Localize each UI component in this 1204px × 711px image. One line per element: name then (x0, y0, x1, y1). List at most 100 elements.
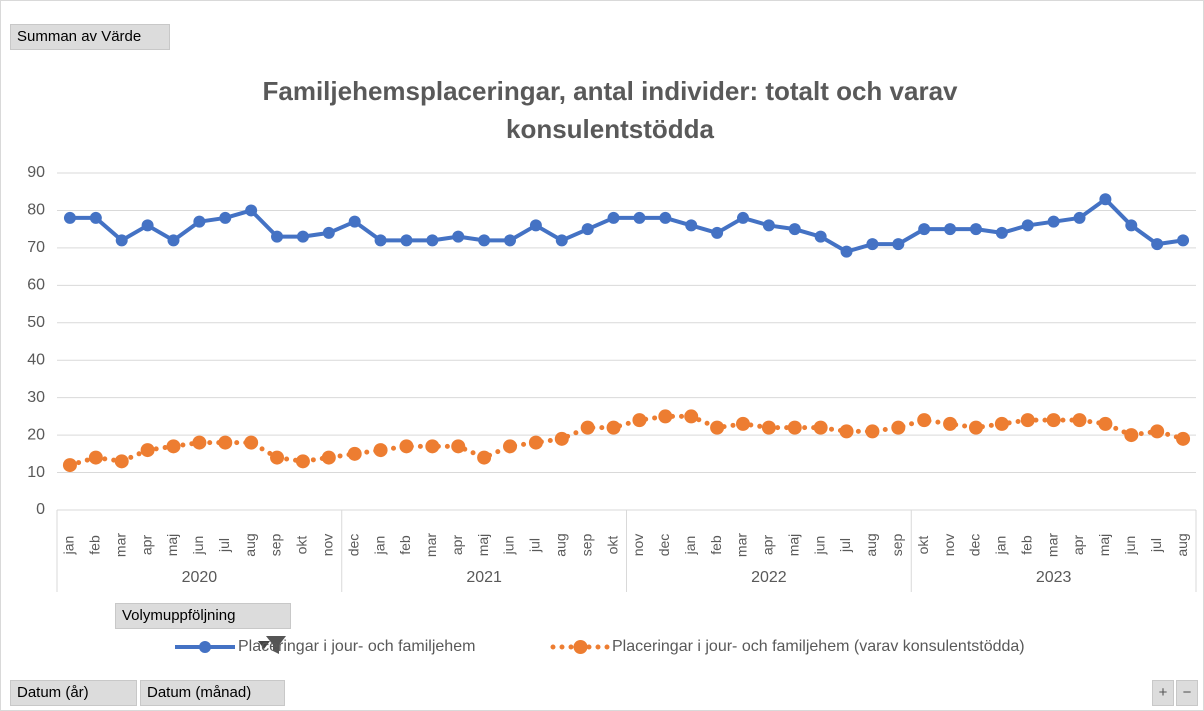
data-point (1177, 234, 1190, 247)
data-point (632, 413, 647, 428)
data-point (270, 450, 285, 465)
data-point (555, 234, 568, 247)
data-point (840, 245, 853, 258)
data-point (1099, 193, 1112, 206)
data-point (399, 439, 414, 454)
data-point (1151, 238, 1164, 251)
data-point (684, 409, 699, 424)
data-point (892, 238, 905, 251)
dropdown-arrow (258, 641, 270, 649)
x-tick-label: feb (708, 535, 724, 555)
data-point (452, 230, 465, 243)
data-point (296, 230, 309, 243)
x-tick-label: sep (889, 534, 905, 557)
data-point (995, 226, 1008, 239)
data-point (1047, 215, 1060, 228)
x-tick-label: apr (138, 535, 154, 556)
data-point (554, 431, 569, 446)
y-tick-label: 20 (27, 426, 45, 443)
x-tick-label: mar (1044, 533, 1060, 557)
x-tick-label: maj (785, 534, 801, 557)
data-point (140, 443, 155, 458)
data-point (218, 435, 233, 450)
expand-button[interactable]: + (1152, 680, 1174, 706)
x-tick-label: sep (578, 534, 594, 557)
data-point (839, 424, 854, 439)
data-point (814, 230, 827, 243)
x-tick-label: jun (811, 536, 827, 556)
x-group-label: 2023 (1036, 569, 1072, 586)
x-tick-label: jun (1122, 536, 1138, 556)
x-tick-label: jan (61, 536, 77, 556)
data-point (658, 409, 673, 424)
x-tick-label: mar (734, 533, 750, 557)
data-point (1098, 416, 1113, 431)
x-tick-label: mar (112, 533, 128, 557)
collapse-button[interactable]: − (1176, 680, 1198, 706)
data-point (141, 219, 154, 232)
data-point (193, 215, 206, 228)
x-group-label: 2020 (182, 569, 218, 586)
data-point (477, 450, 492, 465)
data-point (63, 211, 76, 224)
data-point (865, 424, 880, 439)
filter-button[interactable]: Volymuppföljning (115, 603, 291, 629)
data-point (192, 435, 207, 450)
data-point (944, 223, 957, 236)
x-tick-label: jul (1148, 538, 1164, 553)
data-point (943, 416, 958, 431)
data-point (271, 230, 284, 243)
x-tick-label: dec (656, 534, 672, 557)
value-field-button[interactable]: Summan av Värde (10, 24, 170, 50)
data-point (347, 446, 362, 461)
legend-marker (573, 640, 588, 654)
data-point (761, 420, 776, 435)
x-tick-label: aug (552, 533, 568, 556)
data-point (1125, 219, 1138, 232)
x-tick-label: sep (268, 534, 284, 557)
data-point (373, 443, 388, 458)
x-tick-label: apr (1070, 535, 1086, 556)
x-tick-label: jul (837, 538, 853, 553)
y-tick-label: 90 (27, 164, 45, 181)
data-point (295, 454, 310, 469)
legend-label: Placeringar i jour- och familjehem (238, 638, 475, 655)
data-point (114, 454, 129, 469)
y-tick-label: 0 (36, 501, 45, 518)
y-tick-label: 60 (27, 277, 45, 294)
data-point (969, 223, 982, 236)
x-tick-label: jun (190, 536, 206, 556)
data-point (322, 226, 335, 239)
x-tick-label: jan (371, 536, 387, 556)
data-point (1072, 413, 1087, 428)
data-point (426, 234, 439, 247)
x-tick-label: jan (682, 536, 698, 556)
x-tick-label: nov (320, 534, 336, 557)
x-tick-label: dec (345, 534, 361, 557)
data-point (167, 234, 180, 247)
x-tick-label: okt (604, 536, 620, 555)
legend-label: Placeringar i jour- och familjehem (vara… (612, 638, 1025, 655)
data-point (685, 219, 698, 232)
y-tick-label: 80 (27, 202, 45, 219)
x-tick-label: okt (915, 536, 931, 555)
data-point (918, 223, 931, 236)
y-tick-label: 40 (27, 351, 45, 368)
x-tick-label: maj (1096, 534, 1112, 557)
data-point (89, 211, 102, 224)
data-point (425, 439, 440, 454)
row-field-button[interactable]: Datum (månad) (140, 680, 285, 706)
y-tick-label: 70 (27, 239, 45, 256)
x-tick-label: aug (863, 533, 879, 556)
row-field-button[interactable]: Datum (år) (10, 680, 137, 706)
data-point (606, 420, 621, 435)
data-point (1176, 431, 1191, 446)
x-tick-label: maj (164, 534, 180, 557)
data-point (633, 211, 646, 224)
x-tick-label: jul (216, 538, 232, 553)
data-point (866, 238, 879, 251)
data-point (529, 219, 542, 232)
